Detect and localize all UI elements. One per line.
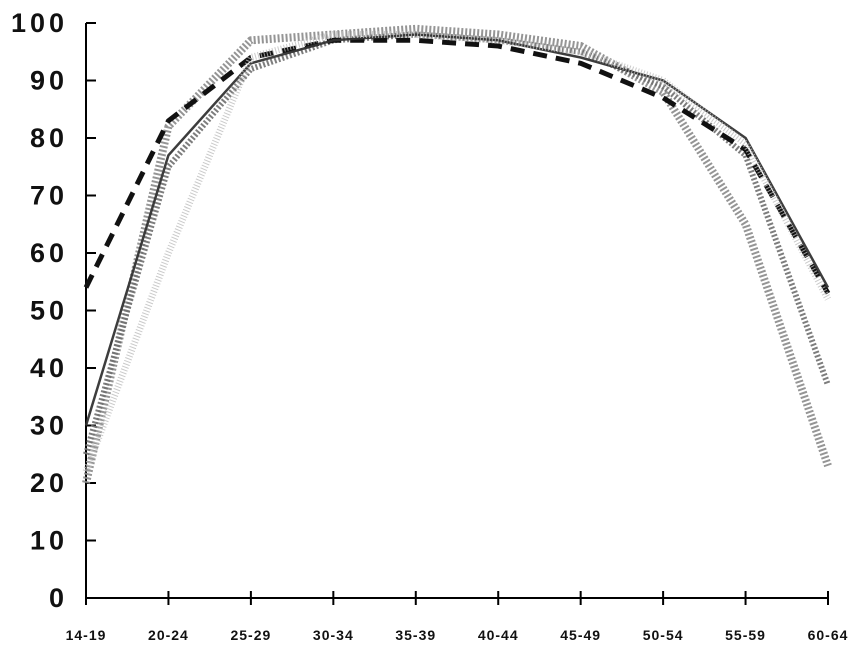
y-tick-label: 10 xyxy=(30,526,68,556)
series-5-point xyxy=(333,34,334,35)
series-4-point xyxy=(580,57,581,58)
series-2-point xyxy=(828,385,829,386)
series-1-point xyxy=(828,465,829,466)
x-tick-label: 60-64 xyxy=(808,627,849,643)
y-tick-label: 90 xyxy=(30,66,68,96)
y-tick-label: 0 xyxy=(49,583,68,613)
series-line-3 xyxy=(83,37,831,295)
series-3-point xyxy=(663,97,664,98)
series-3-point xyxy=(498,46,499,47)
series-line-1 xyxy=(82,24,832,484)
y-axis-ticks: 0 10 20 30 40 50 60 70 80 90 100 xyxy=(11,8,96,613)
x-tick-label: 55-59 xyxy=(725,627,766,643)
y-tick-label: 40 xyxy=(30,353,68,383)
series-5-point xyxy=(828,299,829,300)
series-1-point xyxy=(663,92,664,93)
series-layer xyxy=(82,24,832,484)
series-4-point xyxy=(86,425,87,426)
series-3-point xyxy=(168,120,169,121)
y-tick-label: 60 xyxy=(30,238,68,268)
x-tick-label: 35-39 xyxy=(395,627,436,643)
series-1-point xyxy=(580,46,581,47)
series-1-point xyxy=(168,126,169,127)
x-tick-label: 20-24 xyxy=(148,627,189,643)
series-5-point xyxy=(580,51,581,52)
series-5-point xyxy=(663,80,664,81)
series-line-5 xyxy=(82,31,832,473)
series-line-2 xyxy=(83,31,831,456)
series-3-point xyxy=(415,40,416,41)
series-2-point xyxy=(663,86,664,87)
series-3-point xyxy=(86,287,87,288)
x-tick-label: 25-29 xyxy=(230,627,271,643)
x-tick-label: 40-44 xyxy=(478,627,519,643)
series-4-point xyxy=(745,138,746,139)
y-tick-label: 80 xyxy=(30,123,68,153)
series-4-point xyxy=(333,40,334,41)
series-1-point xyxy=(415,28,416,29)
series-5-point xyxy=(498,40,499,41)
series-3-point xyxy=(580,63,581,64)
series-line-4 xyxy=(84,33,830,426)
series-5-point xyxy=(745,143,746,144)
series-5-point xyxy=(86,471,87,472)
series-1-point xyxy=(745,224,746,225)
series-2-point xyxy=(250,69,251,70)
y-tick-label: 100 xyxy=(11,8,68,38)
series-1-point xyxy=(86,483,87,484)
series-5-point xyxy=(250,57,251,58)
x-axis-ticks: 14-19 20-24 25-29 30-34 35-39 40-44 45-49 50-54… xyxy=(66,591,849,643)
y-tick-label: 70 xyxy=(30,181,68,211)
series-3-point xyxy=(828,293,829,294)
series-5-point xyxy=(415,34,416,35)
x-tick-label: 14-19 xyxy=(66,627,107,643)
series-2-point xyxy=(168,166,169,167)
x-tick-label: 30-34 xyxy=(313,627,354,643)
series-1-point xyxy=(498,34,499,35)
y-tick-label: 30 xyxy=(30,411,68,441)
series-1-point xyxy=(250,40,251,41)
series-4-point xyxy=(250,63,251,64)
series-2-point xyxy=(86,454,87,455)
y-tick-label: 50 xyxy=(30,296,68,326)
y-tick-label: 20 xyxy=(30,468,68,498)
series-5-point xyxy=(168,253,169,254)
axes xyxy=(85,23,828,599)
series-4-point xyxy=(828,287,829,288)
series-4-point xyxy=(168,155,169,156)
x-tick-label: 50-54 xyxy=(643,627,684,643)
x-tick-label: 45-49 xyxy=(560,627,601,643)
